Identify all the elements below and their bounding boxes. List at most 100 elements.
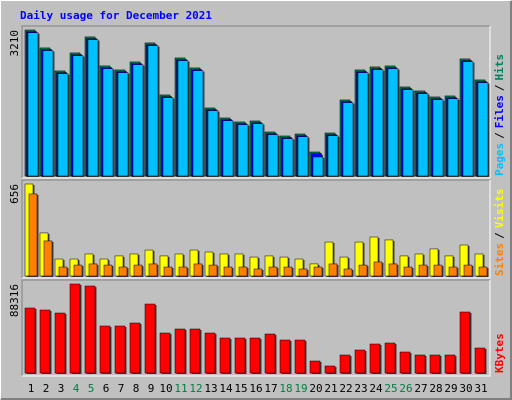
bar	[24, 307, 36, 374]
x-tick-label: 12	[189, 382, 202, 395]
legend-entry: Files	[493, 95, 506, 128]
bar	[159, 332, 171, 374]
bar	[462, 61, 474, 177]
bar	[132, 64, 144, 177]
bar	[237, 124, 249, 177]
x-tick-label: 31	[474, 382, 487, 395]
bar	[207, 110, 219, 177]
bar	[39, 309, 51, 374]
bar	[444, 354, 456, 374]
bar	[42, 50, 54, 177]
bar	[474, 347, 486, 374]
bar	[264, 333, 276, 374]
bar	[117, 72, 129, 177]
bar	[249, 337, 261, 374]
bar	[178, 266, 188, 277]
bar	[429, 354, 441, 374]
bar	[447, 98, 459, 177]
bar	[339, 354, 351, 374]
legend: Sites / Visits	[493, 189, 506, 277]
y-tick-label: 3210	[8, 30, 21, 57]
bar	[328, 263, 338, 277]
legend: KBytes	[493, 333, 506, 373]
x-tick-label: 21	[324, 382, 337, 395]
bar	[294, 339, 306, 374]
bar	[174, 328, 186, 374]
bar	[43, 240, 53, 277]
bar	[234, 337, 246, 374]
bar	[238, 266, 248, 277]
x-tick-label: 4	[73, 382, 80, 395]
bar	[88, 263, 98, 277]
bar	[118, 266, 128, 277]
x-tick-label: 14	[219, 382, 233, 395]
panel-border	[22, 26, 491, 179]
bar	[402, 89, 414, 177]
bar	[372, 69, 384, 177]
bar	[103, 264, 113, 277]
x-tick-label: 7	[118, 382, 125, 395]
bar	[193, 263, 203, 277]
bar	[163, 266, 173, 277]
bar	[388, 263, 398, 277]
panel-border	[22, 280, 491, 377]
bar	[267, 134, 279, 177]
panel-border	[21, 179, 490, 278]
bar	[84, 285, 96, 374]
x-tick-label: 8	[133, 382, 140, 395]
bar	[387, 68, 399, 177]
bar	[432, 99, 444, 177]
bar	[369, 343, 381, 374]
bar	[189, 328, 201, 374]
x-tick-label: 27	[414, 382, 427, 395]
bar	[222, 120, 234, 177]
bar	[57, 73, 69, 177]
bar	[148, 263, 158, 277]
bar	[283, 266, 293, 277]
bar	[147, 45, 159, 177]
legend-entry: Visits	[493, 189, 506, 229]
bar	[327, 135, 339, 177]
panel-border	[21, 279, 490, 376]
bar	[358, 264, 368, 277]
x-tick-label: 3	[58, 382, 65, 395]
chart-title: Daily usage for December 2021	[20, 9, 212, 22]
bar	[342, 102, 354, 177]
x-tick-label: 5	[88, 382, 95, 395]
bar	[129, 322, 141, 374]
bar	[223, 266, 233, 277]
bar	[54, 312, 66, 374]
bar	[268, 266, 278, 277]
legend-separator: /	[493, 232, 506, 239]
bar	[403, 266, 413, 277]
x-tick-label: 15	[234, 382, 247, 395]
bar	[27, 32, 39, 177]
bar	[399, 351, 411, 374]
bar	[72, 55, 84, 177]
x-tick-label: 20	[309, 382, 322, 395]
bar	[28, 193, 38, 277]
bar	[219, 337, 231, 374]
panel-border	[22, 180, 491, 279]
bar	[282, 138, 294, 177]
bar	[114, 325, 126, 374]
x-tick-label: 1	[28, 382, 35, 395]
bar	[297, 136, 309, 177]
bar	[208, 264, 218, 277]
x-tick-label: 29	[444, 382, 457, 395]
bar	[73, 264, 83, 277]
x-tick-label: 25	[384, 382, 397, 395]
bar	[414, 354, 426, 374]
x-tick-label: 23	[354, 382, 367, 395]
x-tick-label: 16	[249, 382, 262, 395]
bar	[463, 264, 473, 277]
bar	[69, 283, 81, 374]
legend-entry: Sites	[493, 243, 506, 276]
bar	[313, 266, 323, 277]
bar	[448, 266, 458, 277]
bar	[418, 264, 428, 277]
bar	[298, 268, 308, 277]
bar	[324, 365, 336, 374]
